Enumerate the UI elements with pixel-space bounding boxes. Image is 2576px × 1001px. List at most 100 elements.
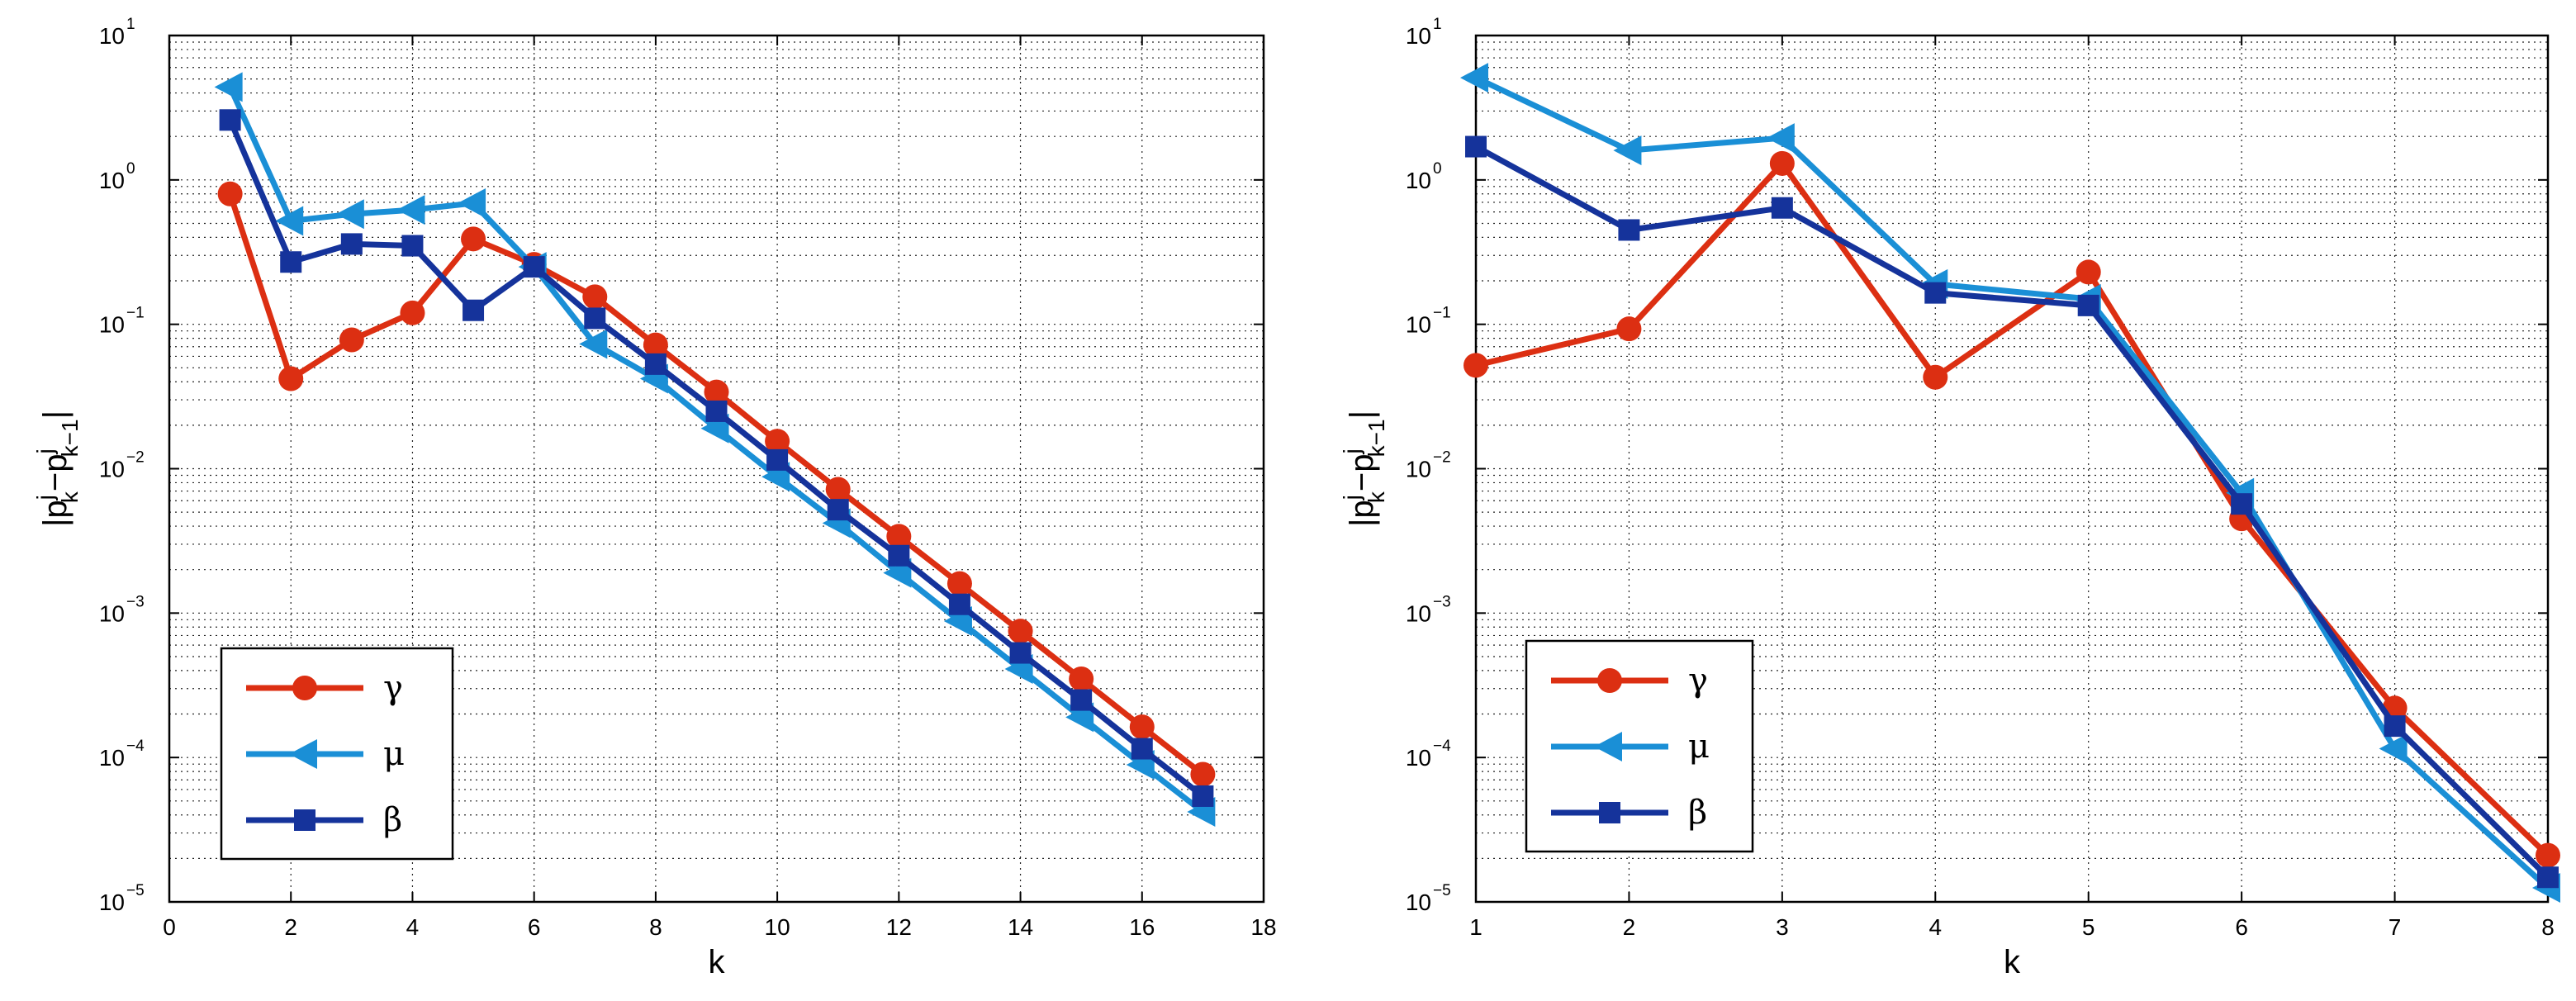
y-tick-exponent: −1 (126, 305, 145, 322)
data-point (1131, 738, 1153, 760)
data-point (2536, 842, 2560, 868)
data-point (765, 429, 790, 454)
data-point (2077, 294, 2099, 316)
data-point (1008, 619, 1033, 644)
y-tick-label: 10 (1406, 745, 1431, 771)
legend-marker (1599, 802, 1620, 823)
y-tick-exponent: −3 (1433, 593, 1451, 610)
legend-marker (1594, 732, 1622, 761)
legend-marker (292, 676, 317, 700)
data-point (217, 181, 243, 206)
y-axis-label-part: | (1344, 410, 1380, 419)
legend-marker (1597, 668, 1622, 693)
data-point (523, 256, 545, 278)
y-axis-label-part: j (32, 495, 58, 500)
data-point (278, 366, 304, 391)
y-tick-exponent: −4 (126, 738, 145, 755)
data-point (1616, 316, 1642, 342)
series-line (1474, 144, 2550, 880)
x-tick-label: 8 (649, 914, 662, 940)
data-point (948, 593, 970, 615)
legend-marker (294, 809, 315, 831)
data-point (1766, 123, 1795, 154)
data-point (339, 327, 364, 353)
y-axis-label: |pjk−pjk−1| (32, 410, 83, 527)
data-point (827, 499, 849, 521)
y-tick-exponent: −1 (1433, 305, 1451, 322)
y-axis-label-part: k−1 (57, 419, 83, 457)
y-axis-label-part: k (1364, 491, 1389, 503)
legend-label: γ (1688, 662, 1708, 700)
x-axis-label: k (709, 944, 726, 980)
data-point (1771, 197, 1793, 219)
data-point (886, 524, 912, 549)
x-tick-label: 1 (1469, 914, 1483, 940)
x-tick-label: 0 (163, 914, 176, 940)
data-point (1613, 135, 1642, 166)
y-axis-label-part: k−1 (1364, 419, 1389, 457)
legend-marker (289, 739, 317, 769)
data-point (2231, 493, 2253, 515)
y-tick-exponent: 0 (1433, 160, 1442, 178)
data-point (1070, 689, 1093, 711)
data-point (643, 332, 668, 358)
x-tick-label: 5 (2082, 914, 2095, 940)
series-line (1475, 160, 2550, 858)
y-axis-label-part: |p (37, 500, 74, 527)
series-square (219, 109, 1214, 807)
y-tick-exponent: −2 (126, 449, 145, 467)
y-tick-label: 10 (1406, 890, 1431, 915)
series-triangle-left (1460, 63, 2560, 904)
data-point (401, 235, 424, 257)
data-point (1464, 353, 1488, 378)
legend-label: β (1688, 794, 1707, 832)
data-point (1192, 785, 1214, 807)
y-tick-label: 10 (99, 745, 125, 771)
x-axis-label: k (2004, 944, 2021, 980)
x-tick-label: 7 (2389, 914, 2402, 940)
legend-label: μ (1688, 728, 1710, 766)
series-line (1474, 74, 2550, 890)
data-point (396, 195, 425, 225)
data-point (458, 188, 486, 219)
data-point (582, 284, 608, 310)
y-axis-label-part: −p (37, 454, 74, 492)
x-tick-label: 3 (1776, 914, 1789, 940)
y-axis-label-part: j (32, 448, 58, 454)
y-tick-label: 10 (99, 890, 125, 915)
y-tick-label: 10 (99, 312, 125, 338)
data-point (1923, 364, 1948, 390)
y-tick-label: 10 (1406, 23, 1431, 49)
data-point (400, 300, 425, 325)
y-tick-label: 10 (1406, 457, 1431, 482)
legend: γμβ (1525, 639, 1754, 853)
x-tick-label: 6 (528, 914, 541, 940)
data-point (1069, 667, 1094, 692)
y-axis-label-part: −p (1344, 454, 1380, 492)
y-tick-label: 10 (99, 457, 125, 482)
y-tick-exponent: −2 (1433, 449, 1451, 467)
data-point (2076, 259, 2101, 285)
x-tick-label: 16 (1129, 914, 1155, 940)
y-tick-exponent: −5 (126, 882, 145, 899)
y-tick-exponent: 1 (1433, 16, 1442, 33)
data-point (704, 379, 729, 405)
x-tick-label: 2 (284, 914, 297, 940)
y-tick-exponent: 1 (126, 16, 135, 33)
y-axis-label: |pjk−pjk−1| (1339, 410, 1389, 527)
x-tick-label: 2 (1623, 914, 1636, 940)
y-axis-label-part: k (57, 491, 83, 503)
data-point (1460, 63, 1488, 93)
y-tick-label: 10 (1406, 600, 1431, 626)
data-point (584, 307, 606, 330)
y-tick-exponent: 0 (126, 160, 135, 178)
x-tick-label: 6 (2235, 914, 2248, 940)
legend-label: μ (383, 735, 405, 773)
y-axis-label-part: j (1339, 495, 1364, 500)
y-axis-label-part: | (37, 410, 74, 419)
data-point (2384, 715, 2406, 738)
x-tick-label: 18 (1250, 914, 1276, 940)
